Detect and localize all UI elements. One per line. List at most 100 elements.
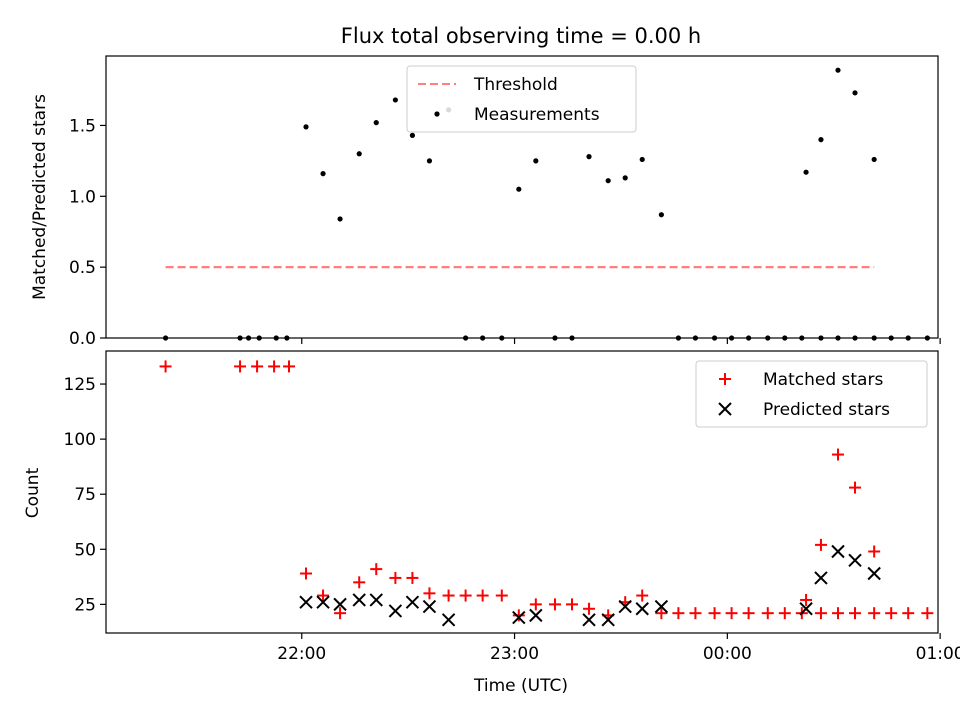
measurement-point — [533, 158, 539, 164]
measurement-point — [765, 335, 771, 341]
matched-star-point — [655, 607, 668, 620]
measurement-point — [516, 186, 522, 192]
matched-star-point — [708, 607, 721, 620]
predicted-star-point — [316, 595, 330, 609]
measurement-point — [852, 335, 858, 341]
measurement-point — [409, 132, 416, 138]
matched-star-point — [442, 589, 455, 602]
measurement-point — [273, 335, 279, 341]
predicted-star-point — [799, 602, 813, 616]
matched-star-point — [529, 598, 542, 611]
measurement-point — [852, 90, 858, 96]
matched-star-point — [814, 607, 827, 620]
measurement-point — [622, 175, 628, 181]
matched-star-point — [636, 589, 649, 602]
top-y-tick-label: 1.0 — [69, 187, 96, 207]
measurement-point — [463, 335, 469, 341]
measurement-point — [284, 335, 290, 341]
bottom-y-tick-label: 125 — [64, 375, 96, 395]
matched-star-point — [548, 598, 561, 611]
predicted-star-point — [618, 599, 632, 614]
x-tick-label: 23:00 — [490, 644, 539, 664]
matched-star-point — [512, 609, 525, 622]
measurement-point — [162, 335, 169, 341]
matched-star-point — [423, 587, 436, 600]
predicted-star-point — [814, 571, 828, 585]
predicted-star-point — [333, 597, 347, 612]
bottom-legend: Matched stars Predicted stars — [695, 360, 928, 428]
predicted-star-point — [512, 610, 526, 625]
measurement-point — [392, 97, 398, 103]
chart-title: Flux total observing time = 0.00 h — [341, 24, 701, 48]
x-axis-label: Time (UTC) — [473, 676, 568, 696]
predicted-star-point — [831, 544, 845, 559]
bottom-y-tick-label: 75 — [74, 485, 96, 505]
legend-measurements-label: Measurements — [474, 105, 600, 125]
measurement-point — [818, 137, 824, 143]
top-y-axis-label: Matched/Predicted stars — [30, 94, 50, 300]
matched-star-point — [334, 607, 347, 620]
measurement-point — [605, 178, 611, 184]
bottom-y-tick-label: 25 — [74, 595, 96, 615]
matched-star-point — [159, 360, 172, 373]
matched-star-point — [300, 567, 313, 580]
matched-star-point — [725, 607, 738, 620]
matched-star-point — [389, 571, 402, 584]
matched-star-point — [831, 448, 844, 461]
legend-predicted-swatch — [718, 402, 732, 416]
legend-predicted-label: Predicted stars — [763, 400, 890, 420]
predicted-star-point — [654, 599, 669, 614]
measurement-point — [711, 335, 718, 341]
x-tick-label: 22:00 — [277, 644, 326, 664]
legend-matched-label: Matched stars — [763, 370, 883, 390]
x-tick-label: 01:00 — [916, 644, 960, 664]
measurement-point — [245, 335, 252, 341]
matched-star-point — [672, 607, 685, 620]
measurement-point — [480, 335, 486, 341]
measurement-point — [799, 335, 805, 341]
measurement-point — [871, 335, 877, 341]
measurement-point — [373, 120, 379, 126]
matched-star-point — [761, 607, 774, 620]
x-tick-label: 00:00 — [703, 644, 752, 664]
top-y-tick-label: 1.5 — [69, 116, 96, 136]
measurement-point — [303, 124, 309, 130]
matched-star-point — [566, 598, 579, 611]
top-legend-box — [406, 65, 637, 133]
measurement-point — [426, 158, 433, 164]
measurement-point — [237, 335, 243, 341]
matched-star-point — [234, 360, 247, 373]
matched-star-point — [742, 607, 755, 620]
predicted-star-point — [601, 613, 615, 627]
predicted-star-point — [369, 593, 383, 607]
matched-star-point — [902, 607, 915, 620]
bottom-y-tick-label: 50 — [74, 540, 96, 560]
measurement-point — [639, 156, 645, 163]
matched-star-point — [885, 607, 898, 620]
predicted-star-point — [582, 613, 596, 627]
bottom-plot-marks — [159, 360, 934, 627]
predicted-star-point — [422, 599, 437, 614]
measurement-point — [835, 67, 841, 73]
predicted-star-point — [388, 604, 403, 618]
top-y-tick-label: 0.5 — [69, 258, 96, 278]
predicted-star-point — [867, 566, 881, 581]
measurement-point — [871, 156, 877, 163]
matched-star-point — [868, 607, 881, 620]
matched-star-point — [868, 545, 881, 558]
measurement-point — [552, 335, 558, 341]
predicted-star-point — [635, 602, 649, 616]
matched-star-point — [476, 589, 489, 602]
matched-star-point — [317, 589, 330, 602]
bottom-y-axis-label: Count — [23, 467, 43, 518]
measurement-point — [818, 335, 824, 341]
star-count-panel: Count Time (UTC) 25 50 75 100 125 22:00 23:00 0… — [23, 350, 960, 696]
measurement-point — [905, 335, 911, 341]
legend-measurements-swatch — [434, 111, 440, 117]
measurement-point — [499, 335, 505, 341]
top-legend: Threshold Measurements — [406, 65, 637, 133]
top-plot-marks — [162, 67, 930, 341]
matched-star-point — [689, 607, 702, 620]
